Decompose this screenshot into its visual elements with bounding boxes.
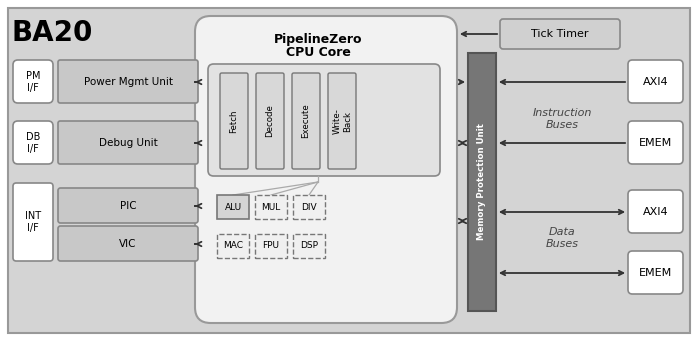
- Bar: [255, 234, 287, 258]
- Bar: [255, 195, 287, 219]
- Text: Decode: Decode: [265, 105, 274, 137]
- FancyBboxPatch shape: [13, 183, 53, 261]
- FancyBboxPatch shape: [58, 60, 198, 103]
- FancyBboxPatch shape: [58, 226, 198, 261]
- Text: Fetch: Fetch: [230, 109, 239, 133]
- Text: INT
I/F: INT I/F: [25, 211, 41, 233]
- Text: AXI4: AXI4: [643, 207, 668, 217]
- FancyBboxPatch shape: [328, 73, 356, 169]
- FancyBboxPatch shape: [195, 16, 457, 323]
- FancyBboxPatch shape: [628, 121, 683, 164]
- Text: DB
I/F: DB I/F: [26, 132, 40, 154]
- FancyBboxPatch shape: [292, 73, 320, 169]
- Text: DIV: DIV: [301, 203, 317, 211]
- Text: BA20: BA20: [11, 19, 92, 47]
- Text: EMEM: EMEM: [639, 268, 672, 278]
- FancyBboxPatch shape: [58, 188, 198, 223]
- FancyBboxPatch shape: [500, 19, 620, 49]
- Text: PM
I/F: PM I/F: [26, 71, 41, 93]
- Text: MUL: MUL: [261, 203, 281, 211]
- Bar: [468, 53, 496, 311]
- FancyBboxPatch shape: [220, 73, 248, 169]
- FancyBboxPatch shape: [13, 60, 53, 103]
- Text: Data
Buses: Data Buses: [545, 227, 578, 249]
- FancyBboxPatch shape: [208, 64, 440, 176]
- Text: CPU Core: CPU Core: [286, 46, 351, 59]
- FancyBboxPatch shape: [628, 251, 683, 294]
- Text: Memory Protection Unit: Memory Protection Unit: [477, 123, 486, 240]
- Text: Execute: Execute: [302, 104, 311, 138]
- Bar: [217, 234, 249, 258]
- FancyBboxPatch shape: [628, 60, 683, 103]
- FancyBboxPatch shape: [58, 121, 198, 164]
- Text: ALU: ALU: [225, 203, 242, 211]
- Text: Instruction
Buses: Instruction Buses: [532, 108, 592, 130]
- FancyBboxPatch shape: [256, 73, 284, 169]
- Text: EMEM: EMEM: [639, 138, 672, 148]
- Bar: [293, 195, 325, 219]
- Text: Write-
Back: Write- Back: [332, 108, 351, 134]
- Text: Tick Timer: Tick Timer: [531, 29, 589, 39]
- Text: DSP: DSP: [300, 241, 318, 251]
- Text: Debug Unit: Debug Unit: [99, 138, 158, 148]
- Text: FPU: FPU: [262, 241, 279, 251]
- Bar: [217, 195, 249, 219]
- Text: PipelineZero: PipelineZero: [274, 32, 363, 45]
- Text: VIC: VIC: [119, 239, 136, 249]
- Text: Power Mgmt Unit: Power Mgmt Unit: [83, 77, 172, 87]
- FancyBboxPatch shape: [13, 121, 53, 164]
- FancyBboxPatch shape: [628, 190, 683, 233]
- Bar: [293, 234, 325, 258]
- Text: PIC: PIC: [120, 201, 136, 211]
- Text: AXI4: AXI4: [643, 77, 668, 87]
- Text: MAC: MAC: [223, 241, 243, 251]
